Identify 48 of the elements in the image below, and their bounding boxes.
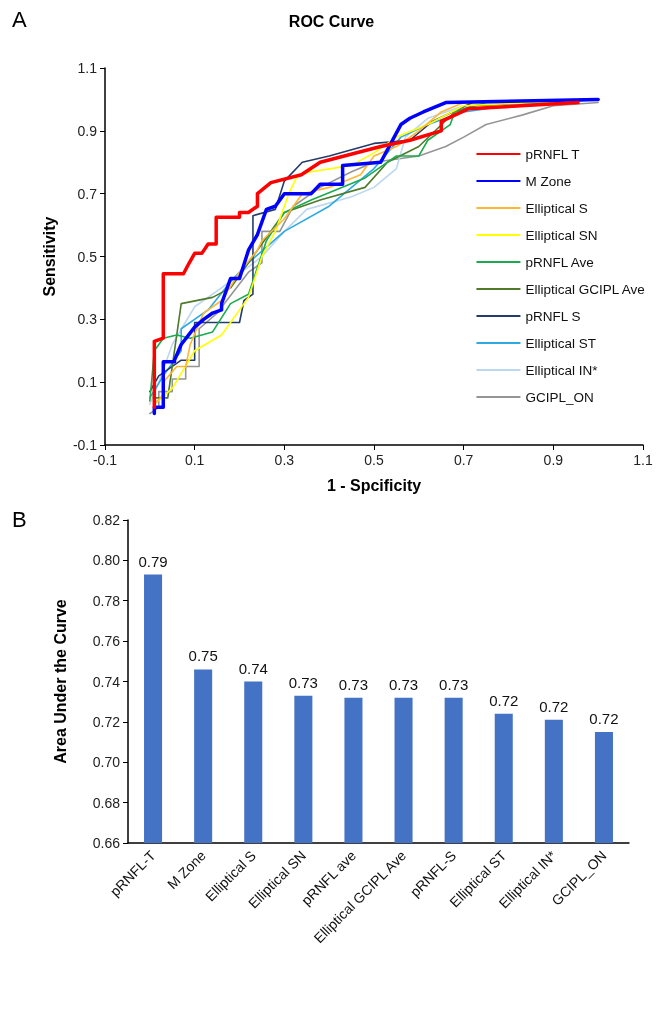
data-label: 0.73: [388, 675, 419, 693]
legend-label: GCIPL_ON: [525, 389, 594, 405]
data-label: 0.73: [338, 675, 369, 693]
legend-label: Elliptical SN: [525, 227, 598, 243]
y-tick-label: 1.1: [77, 60, 98, 76]
text: A: [12, 6, 27, 32]
legend-label: Elliptical ST: [525, 335, 596, 351]
data-label: 0.72: [589, 709, 619, 727]
y-tick-label: 0.1: [77, 374, 98, 391]
x-tick-label: 0.5: [364, 452, 384, 468]
y-tick-label: 0.68: [92, 794, 121, 811]
x-tick-label: 0.9: [543, 452, 564, 468]
data-label: 0.75: [188, 647, 218, 665]
y-tick-label: 0.66: [92, 835, 121, 851]
y-tick-label: 0.7: [77, 185, 98, 202]
x-tick-label: 0.7: [453, 452, 474, 468]
legend-label: Elliptical IN*: [525, 362, 599, 378]
data-label: 0.72: [489, 691, 519, 709]
legend-label: M Zone: [525, 173, 572, 189]
legend-label: pRNFL S: [525, 308, 581, 324]
y-tick-label: 0.3: [77, 311, 98, 328]
y-tick-label: 0.76: [92, 633, 121, 650]
x-tick-label: 0.3: [274, 452, 295, 468]
y-tick-label: 0.80: [92, 552, 121, 569]
legend-label: Elliptical S: [525, 200, 588, 216]
chart-title: ROC Curve: [288, 12, 375, 30]
x-tick-label: 0.1: [184, 452, 205, 468]
y-tick-label: -0.1: [72, 437, 98, 453]
data-label: 0.72: [539, 697, 569, 715]
text: B: [12, 506, 27, 532]
y-tick-label: 0.70: [92, 754, 121, 771]
y-axis-title: Area Under the Curve: [51, 599, 69, 764]
data-label: 0.79: [138, 552, 168, 570]
legend-label: Elliptical GCIPL Ave: [525, 281, 645, 297]
y-tick-label: 0.74: [92, 673, 121, 690]
y-axis-title: Sensitivity: [40, 216, 58, 297]
y-tick-label: 0.82: [92, 512, 121, 528]
x-axis-title: 1 - Spcificity: [326, 476, 422, 494]
y-tick-label: 0.72: [92, 713, 121, 730]
y-tick-label: 0.9: [77, 122, 98, 139]
y-tick-label: 0.78: [92, 592, 121, 609]
x-tick-label: 1.1: [633, 452, 653, 468]
data-label: 0.74: [238, 659, 268, 677]
data-label: 0.73: [439, 675, 469, 693]
legend-label: pRNFL T: [525, 146, 580, 162]
y-tick-label: 0.5: [77, 248, 98, 265]
legend-label: pRNFL Ave: [525, 254, 594, 270]
data-label: 0.73: [288, 673, 318, 691]
